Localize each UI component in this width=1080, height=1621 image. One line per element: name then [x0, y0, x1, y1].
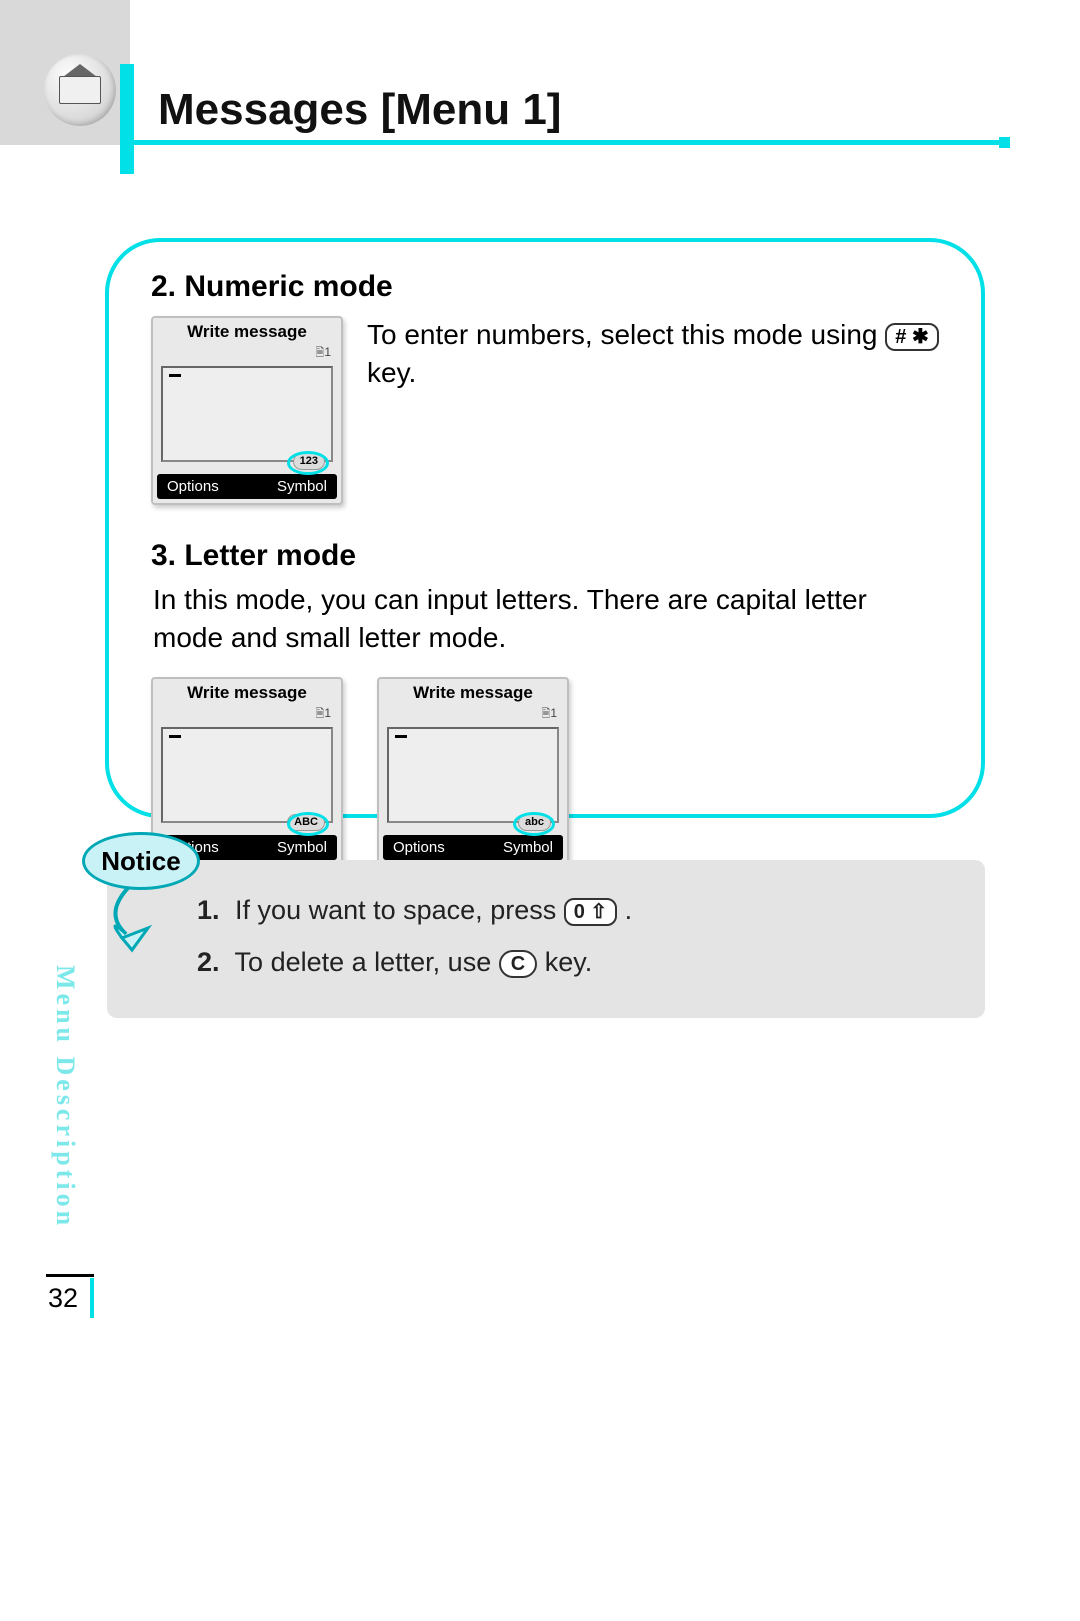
softkey-left: Options [393, 839, 445, 856]
phone-screen: abc [387, 727, 559, 823]
numeric-text: To enter numbers, select this mode using… [367, 316, 939, 392]
info-box: 2. Numeric mode Write message 🗎1 123 Opt… [105, 238, 985, 818]
page-num-line [46, 1274, 94, 1277]
notice-list: 1. If you want to space, press 0 ⇧ . 2. … [197, 890, 955, 984]
cursor [169, 735, 181, 738]
notice-num-2: 2. [197, 947, 220, 977]
mode-badge-123: 123 [293, 453, 325, 470]
notice-arrow-icon [98, 884, 178, 964]
page-num-bar [90, 1278, 94, 1318]
softkey-right: Symbol [277, 478, 327, 495]
notice-item-1: 1. If you want to space, press 0 ⇧ . [197, 890, 955, 932]
phone-screen: ABC [161, 727, 333, 823]
letter-heading: 3. Letter mode [151, 539, 939, 573]
notice-before-2: To delete a letter, use [235, 947, 499, 977]
numeric-heading: 2. Numeric mode [151, 270, 939, 304]
numeric-text-after: key. [367, 357, 416, 388]
phone-status: 🗎1 [153, 705, 341, 727]
page-title: Messages [Menu 1] [158, 85, 561, 135]
notice-box: 1. If you want to space, press 0 ⇧ . 2. … [107, 860, 985, 1018]
phone-status: 🗎1 [379, 705, 567, 727]
softkey-left: Options [167, 478, 219, 495]
notice-after-1: . [625, 895, 633, 925]
cursor [395, 735, 407, 738]
title-underline [130, 140, 1000, 145]
phone-status: 🗎1 [153, 344, 341, 366]
phone-title: Write message [153, 318, 341, 344]
phone-screen: 123 [161, 366, 333, 462]
phone-softkeys: Options Symbol [157, 474, 337, 499]
letter-text: In this mode, you can input letters. The… [151, 581, 939, 657]
phone-softkeys: Options Symbol [383, 835, 563, 860]
mode-badge-abc-upper: ABC [287, 814, 325, 831]
notice-num-1: 1. [197, 895, 220, 925]
hash-key-icon: # ✱ [885, 323, 938, 351]
phone-status-num: 1 [324, 706, 331, 720]
phone-status-num: 1 [550, 706, 557, 720]
side-label: Menu Description [50, 965, 80, 1229]
notice-item-2: 2. To delete a letter, use C key. [197, 942, 955, 984]
envelope-icon [44, 54, 116, 126]
page-number: 32 [48, 1283, 78, 1314]
softkey-right: Symbol [277, 839, 327, 856]
numeric-text-before: To enter numbers, select this mode using [367, 319, 885, 350]
phone-mock-upper: Write message 🗎1 ABC Options Symbol [151, 677, 343, 866]
phone-mock-numeric: Write message 🗎1 123 Options Symbol [151, 316, 343, 505]
mode-badge-abc-lower: abc [518, 814, 551, 831]
phone-mock-lower: Write message 🗎1 abc Options Symbol [377, 677, 569, 866]
zero-key-icon: 0 ⇧ [564, 898, 617, 926]
header-cyan-bar [120, 64, 134, 174]
notice-before-1: If you want to space, press [235, 895, 564, 925]
notice-after-2: key. [545, 947, 593, 977]
phone-status-num: 1 [324, 345, 331, 359]
cursor [169, 374, 181, 377]
notice-bubble: Notice [82, 832, 200, 890]
phone-title: Write message [153, 679, 341, 705]
softkey-right: Symbol [503, 839, 553, 856]
c-key-icon: C [499, 950, 537, 978]
phone-title: Write message [379, 679, 567, 705]
